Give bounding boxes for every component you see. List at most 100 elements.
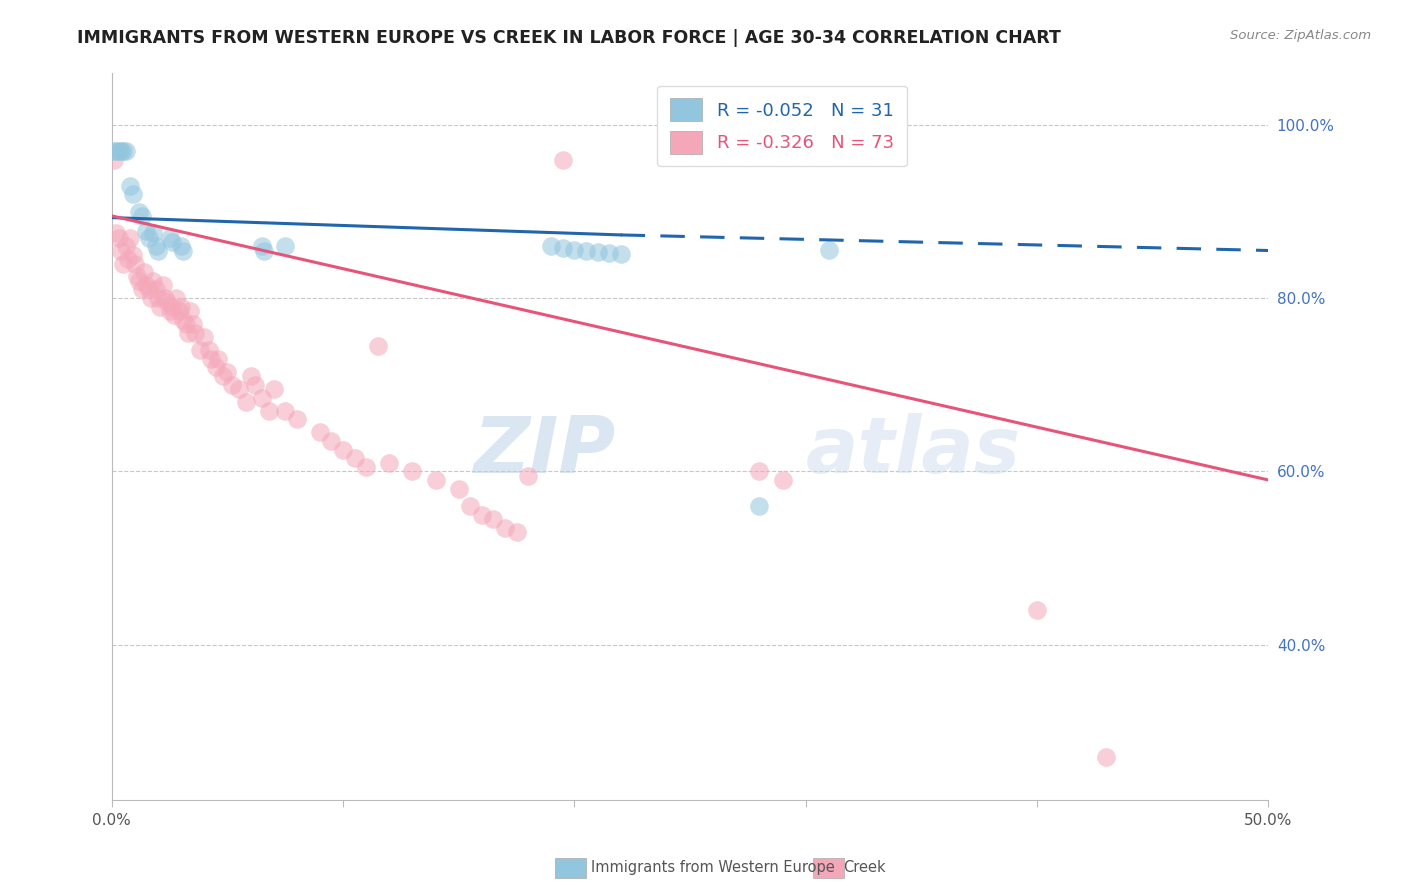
Text: Source: ZipAtlas.com: Source: ZipAtlas.com xyxy=(1230,29,1371,42)
Point xyxy=(160,300,183,314)
Point xyxy=(110,144,132,158)
Point xyxy=(321,434,343,448)
Point xyxy=(107,144,129,158)
Point xyxy=(159,230,181,244)
Point xyxy=(586,245,609,260)
Point xyxy=(121,187,143,202)
Point xyxy=(124,256,146,270)
Point xyxy=(159,304,181,318)
Point xyxy=(1026,603,1049,617)
Point xyxy=(166,291,188,305)
Point xyxy=(112,144,135,158)
Point xyxy=(153,291,176,305)
Point xyxy=(193,330,215,344)
Point xyxy=(188,343,211,357)
Point xyxy=(163,309,186,323)
Point xyxy=(447,482,470,496)
Point xyxy=(551,153,574,167)
Point xyxy=(378,456,401,470)
Point xyxy=(117,252,139,267)
Point xyxy=(401,464,423,478)
Point xyxy=(179,304,201,318)
Point xyxy=(367,339,389,353)
Point xyxy=(105,226,128,240)
Point xyxy=(156,295,179,310)
Point xyxy=(142,226,165,240)
Point xyxy=(103,153,125,167)
Point xyxy=(250,239,273,253)
Point xyxy=(120,230,142,244)
Point xyxy=(177,326,200,340)
Point xyxy=(184,326,207,340)
Point xyxy=(564,243,586,257)
Point xyxy=(131,209,153,223)
Text: IMMIGRANTS FROM WESTERN EUROPE VS CREEK IN LABOR FORCE | AGE 30-34 CORRELATION C: IMMIGRANTS FROM WESTERN EUROPE VS CREEK … xyxy=(77,29,1062,46)
Point xyxy=(160,235,183,249)
Point xyxy=(121,248,143,262)
Point xyxy=(149,300,172,314)
Point xyxy=(131,283,153,297)
Point xyxy=(170,239,193,253)
Point xyxy=(142,274,165,288)
Point xyxy=(243,377,266,392)
Text: Immigrants from Western Europe: Immigrants from Western Europe xyxy=(591,860,834,874)
Point xyxy=(103,144,125,158)
Point xyxy=(1095,750,1118,764)
Point xyxy=(110,244,132,258)
Point xyxy=(748,499,770,513)
Point xyxy=(274,403,297,417)
Point xyxy=(263,382,285,396)
Point xyxy=(471,508,494,522)
Point xyxy=(540,239,562,253)
Point xyxy=(494,521,516,535)
Point xyxy=(332,442,354,457)
Text: ZIP: ZIP xyxy=(472,413,614,489)
Point xyxy=(221,377,243,392)
Point xyxy=(239,369,262,384)
Point xyxy=(112,256,135,270)
Point xyxy=(105,144,128,158)
Point xyxy=(181,317,204,331)
Point xyxy=(257,403,280,417)
Point xyxy=(138,283,160,297)
Point xyxy=(505,524,527,539)
Point xyxy=(135,224,157,238)
Point xyxy=(211,369,233,384)
Point xyxy=(198,343,221,357)
Text: Creek: Creek xyxy=(844,860,886,874)
Point xyxy=(172,244,194,258)
Point xyxy=(135,278,157,293)
Point xyxy=(228,382,250,396)
Point xyxy=(609,247,631,261)
Point xyxy=(207,351,229,366)
Point xyxy=(425,473,447,487)
Point xyxy=(551,241,574,255)
Point xyxy=(138,230,160,244)
Point xyxy=(146,291,169,305)
Point xyxy=(354,460,377,475)
Point xyxy=(127,269,149,284)
Point xyxy=(146,244,169,258)
Point xyxy=(170,300,193,314)
Point xyxy=(120,178,142,193)
Point xyxy=(818,243,841,257)
Point xyxy=(253,244,276,258)
Point xyxy=(139,291,162,305)
Legend: R = -0.052   N = 31, R = -0.326   N = 73: R = -0.052 N = 31, R = -0.326 N = 73 xyxy=(657,86,907,166)
Point xyxy=(114,144,136,158)
Point xyxy=(167,304,190,318)
Point xyxy=(274,239,297,253)
Point xyxy=(172,313,194,327)
Point xyxy=(114,239,136,253)
Point xyxy=(107,230,129,244)
Point xyxy=(145,283,167,297)
Point xyxy=(598,246,620,260)
Point xyxy=(128,274,150,288)
Text: atlas: atlas xyxy=(806,413,1021,489)
Point xyxy=(132,265,155,279)
Point xyxy=(235,395,257,409)
Point xyxy=(200,351,222,366)
Point xyxy=(309,425,332,440)
Point xyxy=(128,204,150,219)
Point xyxy=(217,365,239,379)
